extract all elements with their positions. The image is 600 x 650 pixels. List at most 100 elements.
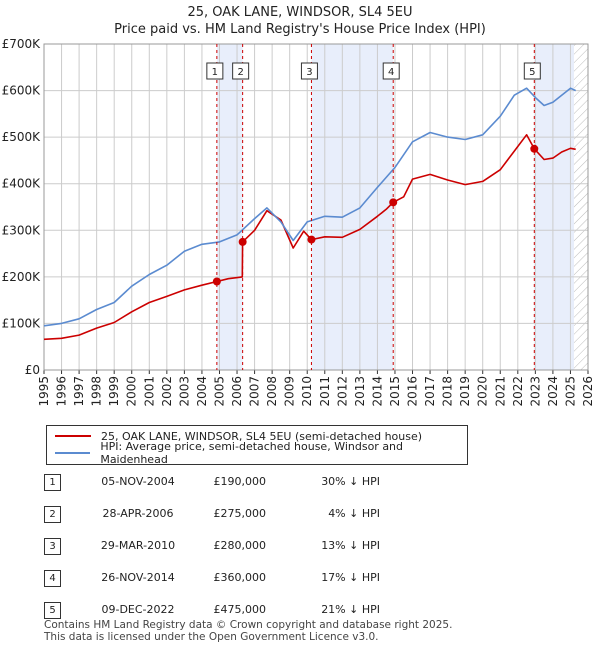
table-row: 3 29-MAR-2010 £280,000 13% ↓ HPI bbox=[44, 538, 464, 555]
sale-date: 09-DEC-2022 bbox=[101, 603, 175, 616]
x-tick-label: 2019 bbox=[458, 376, 472, 407]
sale-point bbox=[212, 277, 221, 286]
legend-label-property: 25, OAK LANE, WINDSOR, SL4 5EU (semi-det… bbox=[101, 429, 423, 443]
sale-date: 26-NOV-2014 bbox=[101, 571, 175, 584]
chart-title-line2: Price paid vs. HM Land Registry's House … bbox=[114, 22, 486, 37]
sale-number: 3 bbox=[44, 538, 61, 555]
x-tick-label: 2014 bbox=[370, 376, 384, 407]
legend: 25, OAK LANE, WINDSOR, SL4 5EU (semi-det… bbox=[46, 425, 468, 466]
sale-price: £190,000 bbox=[213, 475, 267, 488]
x-tick-label: 2013 bbox=[353, 376, 367, 407]
sale-number: 5 bbox=[44, 602, 61, 619]
sale-point bbox=[307, 235, 316, 244]
plot-frame bbox=[43, 43, 589, 371]
sale-point bbox=[238, 237, 247, 246]
forecast-hatch bbox=[573, 44, 588, 370]
sale-price: £275,000 bbox=[213, 507, 267, 520]
x-tick-label: 2017 bbox=[423, 376, 437, 407]
footer: Contains HM Land Registry data © Crown c… bbox=[44, 619, 452, 643]
table-row: 1 05-NOV-2004 £190,000 30% ↓ HPI bbox=[44, 474, 464, 491]
sale-marker-box bbox=[206, 62, 224, 80]
x-tick-label: 2022 bbox=[511, 376, 525, 407]
x-tick-label: 2007 bbox=[248, 376, 262, 407]
x-tick-label: 2018 bbox=[441, 376, 455, 407]
x-tick-label: 1995 bbox=[37, 376, 51, 407]
x-tick-label: 1996 bbox=[55, 376, 69, 407]
x-tick-label: 2001 bbox=[142, 376, 156, 407]
sale-date: 29-MAR-2010 bbox=[100, 539, 176, 552]
x-tick-label: 2012 bbox=[335, 376, 349, 407]
sale-marker-label: 3 bbox=[306, 67, 312, 78]
x-tick-label: 2000 bbox=[125, 376, 139, 407]
x-tick-label: 2006 bbox=[230, 376, 244, 407]
y-tick-label: £200K bbox=[2, 270, 42, 284]
x-tick-label: 2009 bbox=[283, 376, 297, 407]
sale-hpi-diff: 21% ↓ HPI bbox=[321, 603, 380, 616]
legend-swatch-property bbox=[55, 435, 91, 437]
x-tick-label: 2024 bbox=[546, 376, 560, 407]
sale-number: 1 bbox=[44, 474, 61, 491]
chart-title-line1: 25, OAK LANE, WINDSOR, SL4 5EU bbox=[187, 5, 413, 20]
footer-licence: This data is licensed under the Open Gov… bbox=[44, 631, 379, 643]
x-tick-label: 2020 bbox=[476, 376, 490, 407]
x-tick-label: 2011 bbox=[318, 376, 332, 407]
sale-hpi-diff: 4% ↓ HPI bbox=[328, 507, 380, 520]
y-tick-label: £300K bbox=[2, 223, 42, 237]
footer-copyright: Contains HM Land Registry data © Crown c… bbox=[44, 619, 453, 631]
y-tick-label: £100K bbox=[2, 316, 42, 330]
x-tick-label: 2003 bbox=[177, 376, 191, 407]
sale-hpi-diff: 30% ↓ HPI bbox=[321, 475, 380, 488]
sale-date: 05-NOV-2004 bbox=[101, 475, 175, 488]
x-tick-label: 2004 bbox=[195, 376, 209, 407]
legend-label-hpi: HPI: Average price, semi-detached house,… bbox=[100, 440, 404, 466]
sale-hpi-diff: 17% ↓ HPI bbox=[321, 571, 380, 584]
sale-marker-box bbox=[382, 62, 400, 80]
sale-number: 4 bbox=[44, 570, 61, 587]
chart-title: 25, OAK LANE, WINDSOR, SL4 5EU Price pai… bbox=[0, 4, 600, 38]
x-tick-label: 1999 bbox=[107, 376, 121, 407]
y-tick-label: £0 bbox=[25, 363, 40, 377]
x-tick-label: 2025 bbox=[563, 376, 577, 407]
sale-marker-box bbox=[232, 62, 250, 80]
sale-point bbox=[530, 144, 539, 153]
x-tick-label: 2021 bbox=[493, 376, 507, 407]
highlight-band bbox=[534, 44, 574, 370]
sale-marker-box bbox=[523, 62, 541, 80]
table-row: 5 09-DEC-2022 £475,000 21% ↓ HPI bbox=[44, 602, 464, 619]
table-row: 4 26-NOV-2014 £360,000 17% ↓ HPI bbox=[44, 570, 464, 587]
x-tick-label: 2002 bbox=[160, 376, 174, 407]
sale-marker-label: 4 bbox=[388, 67, 394, 78]
sale-price: £475,000 bbox=[213, 603, 267, 616]
table-row: 2 28-APR-2006 £275,000 4% ↓ HPI bbox=[44, 506, 464, 523]
legend-item-property: 25, OAK LANE, WINDSOR, SL4 5EU (semi-det… bbox=[55, 428, 422, 444]
sale-date: 28-APR-2006 bbox=[102, 507, 174, 520]
y-tick-label: £600K bbox=[2, 84, 42, 98]
highlight-band bbox=[216, 44, 243, 370]
x-tick-label: 2026 bbox=[581, 376, 595, 407]
legend-swatch-hpi bbox=[55, 452, 91, 454]
sale-number: 2 bbox=[44, 506, 61, 523]
x-tick-label: 2008 bbox=[265, 376, 279, 407]
x-tick-label: 1997 bbox=[72, 376, 86, 407]
x-tick-label: 2023 bbox=[528, 376, 542, 407]
y-tick-label: £500K bbox=[2, 130, 42, 144]
sale-marker-label: 5 bbox=[529, 67, 535, 78]
y-tick-label: £700K bbox=[2, 37, 42, 51]
legend-item-hpi: HPI: Average price, semi-detached house,… bbox=[55, 440, 467, 466]
sale-price: £280,000 bbox=[213, 539, 267, 552]
sale-price: £360,000 bbox=[213, 571, 267, 584]
sale-marker-label: 1 bbox=[212, 67, 218, 78]
property-price-line bbox=[43, 134, 576, 341]
x-tick-label: 2010 bbox=[300, 376, 314, 407]
highlight-band bbox=[311, 44, 394, 370]
sale-marker-label: 2 bbox=[237, 67, 243, 78]
y-tick-label: £400K bbox=[2, 177, 42, 191]
hpi-line bbox=[43, 87, 577, 327]
x-tick-label: 1998 bbox=[90, 376, 104, 407]
x-tick-label: 2015 bbox=[388, 376, 402, 407]
sale-marker-box bbox=[300, 62, 318, 80]
sale-point bbox=[389, 198, 398, 207]
price-chart: £0 £100K £200K £300K £400K £500K £600K £700K 199… bbox=[2, 37, 595, 407]
sale-hpi-diff: 13% ↓ HPI bbox=[321, 539, 380, 552]
x-tick-label: 2005 bbox=[212, 376, 226, 407]
